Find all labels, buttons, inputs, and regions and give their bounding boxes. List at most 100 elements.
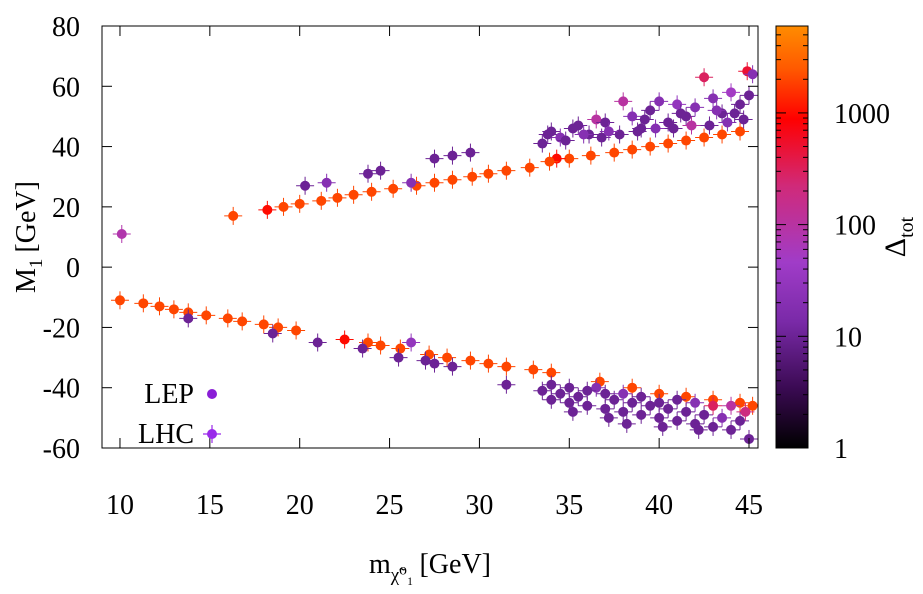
x-axis-label: mχ̃⁰₁ [GeV] bbox=[369, 549, 491, 586]
legend-marker-lhc bbox=[203, 425, 221, 443]
plot-frame bbox=[101, 25, 759, 449]
x-tick-label: 10 bbox=[106, 490, 134, 521]
data-point bbox=[596, 113, 615, 132]
data-point bbox=[713, 408, 732, 427]
data-point bbox=[653, 417, 672, 436]
data-point bbox=[574, 125, 593, 144]
axis-ticks: 10 15 20 25 30 35 40 45 -60 -40 -20 0 20 40 60 80 bbox=[43, 12, 763, 521]
data-point bbox=[497, 357, 516, 376]
data-point bbox=[402, 173, 421, 192]
data-point bbox=[479, 354, 498, 373]
data-point bbox=[542, 363, 561, 382]
data-point bbox=[197, 306, 216, 325]
data-point bbox=[668, 411, 687, 430]
data-point bbox=[497, 161, 516, 180]
data-point bbox=[312, 191, 331, 210]
data-point bbox=[335, 330, 354, 349]
data-point bbox=[731, 95, 750, 114]
data-point bbox=[497, 375, 516, 394]
data-point bbox=[718, 113, 737, 132]
data-point bbox=[317, 173, 336, 192]
data-point bbox=[610, 125, 629, 144]
colorbar-ticks: 1 10 100 1000 bbox=[776, 25, 890, 465]
data-point bbox=[581, 146, 600, 165]
data-point bbox=[520, 158, 539, 177]
data-point bbox=[358, 164, 377, 183]
data-point bbox=[695, 128, 714, 147]
legend: LEP LHC bbox=[138, 379, 221, 450]
data-point bbox=[646, 119, 665, 138]
data-point bbox=[425, 149, 444, 168]
colorbar-tick-label: 1000 bbox=[834, 99, 890, 130]
data-point bbox=[353, 339, 372, 358]
data-point bbox=[578, 381, 597, 400]
y-tick-label: 0 bbox=[66, 253, 80, 284]
data-point bbox=[731, 122, 750, 141]
legend-marker-lep bbox=[207, 389, 217, 399]
data-point bbox=[623, 140, 642, 159]
data-point bbox=[707, 101, 726, 120]
data-point bbox=[443, 170, 462, 189]
colorbar-tick-label: 100 bbox=[834, 211, 876, 242]
data-point bbox=[623, 107, 642, 126]
data-point bbox=[704, 417, 723, 436]
colorbar bbox=[775, 25, 809, 449]
data-point bbox=[635, 110, 654, 129]
data-point bbox=[731, 411, 750, 430]
data-point bbox=[668, 390, 687, 409]
data-point bbox=[563, 119, 582, 138]
data-point bbox=[650, 393, 669, 412]
data-point bbox=[722, 83, 741, 102]
data-points bbox=[110, 62, 758, 448]
data-point bbox=[578, 396, 597, 415]
data-point bbox=[287, 321, 306, 340]
y-tick-label: -20 bbox=[43, 313, 80, 344]
data-point bbox=[371, 161, 390, 180]
data-point bbox=[704, 396, 723, 415]
y-tick-label: 80 bbox=[52, 12, 80, 43]
data-point bbox=[371, 336, 390, 355]
data-point bbox=[290, 194, 309, 213]
data-point bbox=[461, 351, 480, 370]
data-point bbox=[689, 420, 708, 439]
x-tick-label: 15 bbox=[196, 490, 224, 521]
data-point bbox=[614, 384, 633, 403]
data-point bbox=[533, 134, 552, 153]
data-point bbox=[713, 125, 732, 144]
data-point bbox=[682, 116, 701, 135]
y-tick-label: -60 bbox=[43, 434, 80, 465]
data-point bbox=[274, 197, 293, 216]
data-point bbox=[258, 200, 277, 219]
data-point bbox=[614, 92, 633, 111]
legend-label-lhc: LHC bbox=[138, 419, 194, 450]
data-point bbox=[384, 179, 403, 198]
y-tick-label: 20 bbox=[52, 193, 80, 224]
data-point bbox=[599, 408, 618, 427]
data-point bbox=[438, 348, 457, 367]
data-point bbox=[164, 300, 183, 319]
data-point bbox=[641, 137, 660, 156]
data-point bbox=[443, 146, 462, 165]
data-point bbox=[524, 360, 543, 379]
colorbar-label: Δtot bbox=[879, 216, 918, 257]
y-axis-label: M1[GeV] bbox=[11, 181, 47, 293]
data-point bbox=[296, 176, 315, 195]
data-point bbox=[736, 402, 755, 421]
data-point bbox=[614, 402, 633, 421]
data-point bbox=[617, 414, 636, 433]
data-point bbox=[628, 122, 647, 141]
data-point bbox=[599, 122, 618, 141]
data-point bbox=[722, 420, 741, 439]
x-tick-label: 25 bbox=[376, 490, 404, 521]
x-tick-label: 40 bbox=[645, 490, 673, 521]
data-point bbox=[443, 357, 462, 376]
colorbar-tick-label: 1 bbox=[834, 434, 848, 465]
data-point bbox=[425, 173, 444, 192]
data-point bbox=[389, 348, 408, 367]
data-point bbox=[233, 312, 252, 331]
colorbar-tick-label: 10 bbox=[834, 322, 862, 353]
data-point bbox=[362, 182, 381, 201]
data-point bbox=[596, 384, 615, 403]
data-point bbox=[112, 224, 131, 243]
